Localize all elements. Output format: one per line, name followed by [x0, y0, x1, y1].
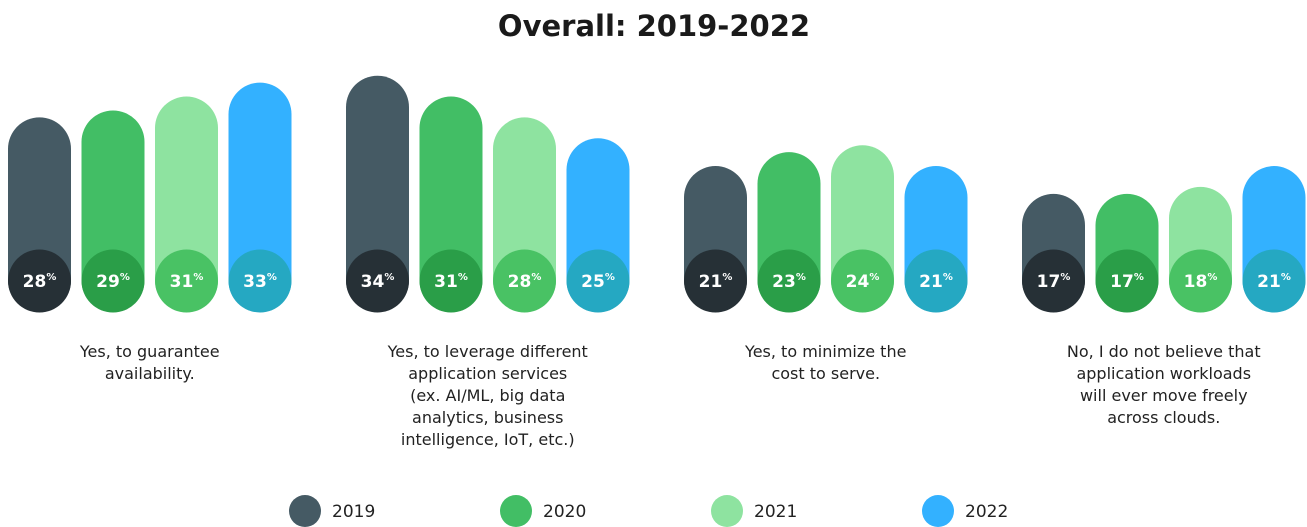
- value-number: 21: [919, 272, 943, 292]
- value-badge: [831, 249, 894, 313]
- value-label: 29%: [96, 272, 130, 292]
- legend-swatch: [711, 495, 743, 527]
- value-number: 28: [508, 272, 532, 292]
- bar: [346, 75, 409, 312]
- value-label: 31%: [170, 272, 204, 292]
- legend-label: 2022: [965, 502, 1008, 522]
- value-number: 17: [1037, 272, 1061, 292]
- value-number: 28: [23, 272, 47, 292]
- value-badge: [228, 249, 292, 313]
- value-unit: %: [267, 272, 277, 283]
- value-label: 21%: [699, 272, 733, 292]
- value-unit: %: [120, 272, 130, 283]
- value-number: 31: [434, 272, 458, 292]
- legend-swatch: [289, 495, 321, 527]
- value-unit: %: [722, 272, 732, 283]
- value-label: 17%: [1110, 272, 1144, 292]
- value-unit: %: [1207, 272, 1217, 283]
- value-badge: [1242, 249, 1306, 313]
- value-label: 23%: [772, 272, 806, 292]
- value-badge: [757, 249, 821, 313]
- category-label: No, I do not believe that application wo…: [1066, 342, 1261, 427]
- value-unit: %: [458, 272, 468, 283]
- value-number: 17: [1110, 272, 1134, 292]
- value-badge: [1022, 249, 1085, 313]
- value-number: 31: [170, 272, 194, 292]
- value-badge: [1169, 249, 1232, 313]
- chart-title: Overall: 2019-2022: [498, 9, 810, 43]
- value-unit: %: [796, 272, 806, 283]
- value-unit: %: [46, 272, 56, 283]
- value-label: 17%: [1037, 272, 1071, 292]
- value-number: 29: [96, 272, 120, 292]
- legend-swatch: [922, 495, 954, 527]
- value-label: 25%: [581, 272, 615, 292]
- value-number: 23: [772, 272, 796, 292]
- value-label: 18%: [1184, 272, 1218, 292]
- category-label: Yes, to minimize the cost to serve.: [745, 342, 907, 383]
- value-badge: [81, 249, 145, 313]
- value-unit: %: [943, 272, 953, 283]
- value-badge: [346, 249, 409, 313]
- value-badge: [904, 249, 968, 313]
- value-number: 21: [699, 272, 723, 292]
- value-unit: %: [1134, 272, 1144, 283]
- value-number: 18: [1184, 272, 1208, 292]
- value-badge: [8, 249, 71, 313]
- value-label: 24%: [846, 272, 880, 292]
- value-number: 25: [581, 272, 605, 292]
- legend-label: 2020: [543, 502, 586, 522]
- value-number: 21: [1257, 272, 1281, 292]
- legend-swatch: [500, 495, 532, 527]
- value-label: 33%: [243, 272, 277, 292]
- value-badge: [566, 249, 630, 313]
- value-unit: %: [605, 272, 615, 283]
- value-label: 28%: [508, 272, 542, 292]
- value-badge: [684, 249, 747, 313]
- value-badge: [155, 249, 218, 313]
- value-label: 28%: [23, 272, 57, 292]
- legend-label: 2021: [754, 502, 797, 522]
- value-label: 31%: [434, 272, 468, 292]
- value-badge: [493, 249, 556, 313]
- value-unit: %: [384, 272, 394, 283]
- value-number: 33: [243, 272, 267, 292]
- category-label: Yes, to guarantee availability.: [79, 342, 220, 383]
- value-number: 24: [846, 272, 870, 292]
- category-label: Yes, to leverage different application s…: [387, 342, 588, 449]
- legend-label: 2019: [332, 502, 375, 522]
- value-label: 21%: [1257, 272, 1291, 292]
- value-unit: %: [193, 272, 203, 283]
- value-unit: %: [1281, 272, 1291, 283]
- value-unit: %: [1060, 272, 1070, 283]
- value-label: 21%: [919, 272, 953, 292]
- value-number: 34: [361, 272, 385, 292]
- value-badge: [419, 249, 483, 313]
- value-unit: %: [869, 272, 879, 283]
- value-label: 34%: [361, 272, 395, 292]
- value-badge: [1095, 249, 1159, 313]
- value-unit: %: [531, 272, 541, 283]
